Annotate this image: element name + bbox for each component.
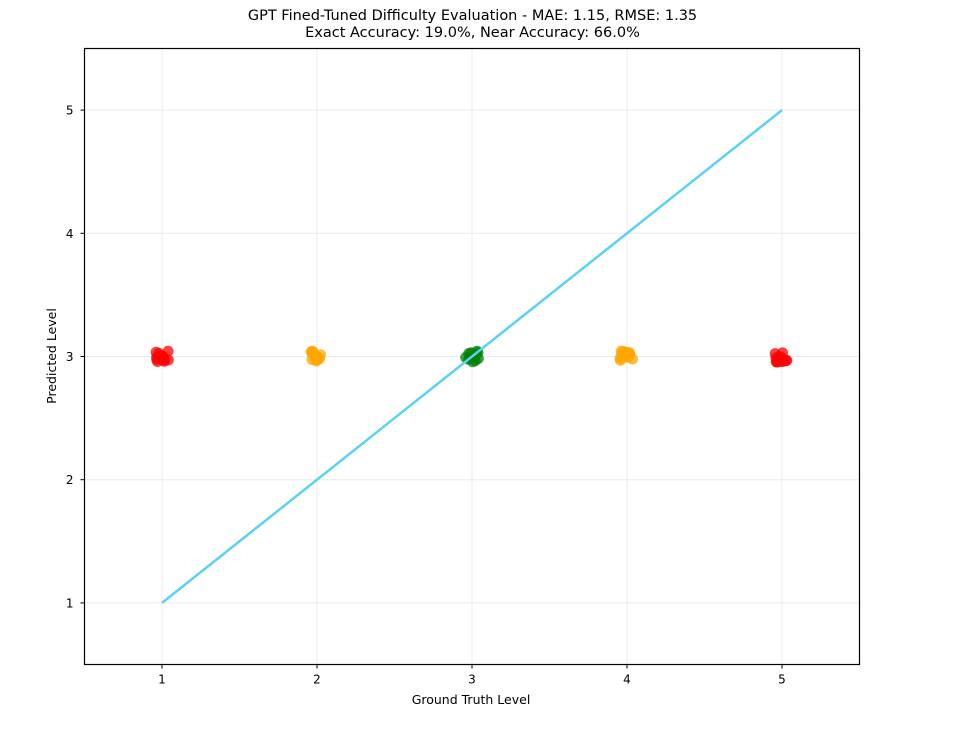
x-tick-label: 2 xyxy=(313,673,321,687)
x-axis-label: Ground Truth Level xyxy=(412,692,531,707)
perfect-prediction-line xyxy=(161,109,783,604)
y-tick-label: 1 xyxy=(66,596,74,610)
data-point xyxy=(310,355,322,367)
data-point xyxy=(162,345,174,357)
grid-lines xyxy=(84,48,860,665)
chart-title-line-1: GPT Fined-Tuned Difficulty Evaluation - … xyxy=(247,8,698,24)
data-points xyxy=(150,345,793,368)
data-point xyxy=(769,348,781,360)
axis-ticks: 1 2 3 4 5 1 2 3 4 5 xyxy=(66,104,786,687)
x-tick-label: 1 xyxy=(158,673,166,687)
data-point xyxy=(151,351,163,363)
y-axis-label: Predicted Level xyxy=(44,308,59,404)
data-point xyxy=(162,354,174,366)
x-tick-label: 5 xyxy=(778,673,786,687)
chart-title-line-2: Exact Accuracy: 19.0%, Near Accuracy: 66… xyxy=(305,25,640,41)
x-tick-label: 3 xyxy=(468,673,476,687)
x-tick-label: 4 xyxy=(623,673,631,687)
y-tick-label: 3 xyxy=(66,350,74,364)
y-tick-label: 5 xyxy=(66,104,74,118)
data-point xyxy=(617,347,629,359)
y-tick-label: 4 xyxy=(66,227,74,241)
y-tick-label: 2 xyxy=(66,473,74,487)
